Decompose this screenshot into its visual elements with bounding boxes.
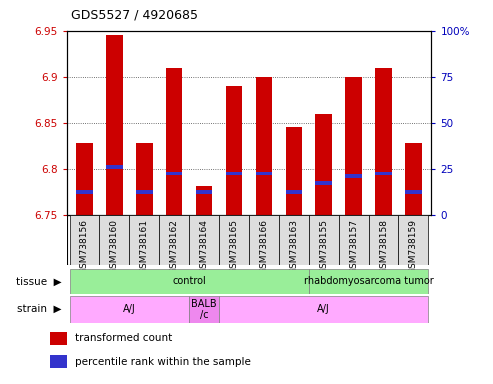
Bar [76,190,93,194]
Text: GSM738158: GSM738158 [379,219,388,274]
Bar [309,215,339,265]
Bar [339,215,369,265]
Bar [249,215,279,265]
Bar [398,215,428,265]
Text: percentile rank within the sample: percentile rank within the sample [75,357,251,367]
Text: tissue  ▶: tissue ▶ [16,276,62,286]
Bar [70,215,100,265]
Bar [256,77,272,215]
Text: GDS5527 / 4920685: GDS5527 / 4920685 [71,8,199,21]
Bar [50,332,67,345]
Bar [70,269,309,294]
Text: strain  ▶: strain ▶ [17,304,62,314]
Bar [346,77,362,215]
Bar [375,68,392,215]
Text: GSM738156: GSM738156 [80,219,89,274]
Text: BALB
/c: BALB /c [191,299,217,319]
Bar [285,190,302,194]
Text: GSM738166: GSM738166 [259,219,268,274]
Bar [279,215,309,265]
Bar [166,172,182,175]
Bar [196,190,212,194]
Text: GSM738159: GSM738159 [409,219,418,274]
Bar [159,215,189,265]
Text: GSM738165: GSM738165 [230,219,239,274]
Text: GSM738164: GSM738164 [200,219,209,274]
Bar [346,174,362,178]
Text: GSM738155: GSM738155 [319,219,328,274]
Text: GSM738162: GSM738162 [170,219,178,274]
Bar [226,172,242,175]
Bar [136,190,152,194]
Bar [50,356,67,368]
Bar [166,68,182,215]
Bar [285,127,302,215]
Bar [106,35,123,215]
Bar [219,215,249,265]
Bar [256,172,272,175]
Text: control: control [172,276,206,286]
Text: GSM738160: GSM738160 [110,219,119,274]
Bar [70,296,189,323]
Bar [129,215,159,265]
Bar [219,296,428,323]
Bar [106,165,123,169]
Text: transformed count: transformed count [75,333,172,343]
Bar [309,269,428,294]
Bar [76,143,93,215]
Text: GSM738157: GSM738157 [349,219,358,274]
Bar [405,143,422,215]
Bar [405,190,422,194]
Bar [226,86,242,215]
Bar [375,172,392,175]
Bar [196,185,212,215]
Text: A/J: A/J [123,304,136,314]
Text: GSM738161: GSM738161 [140,219,149,274]
Text: rhabdomyosarcoma tumor: rhabdomyosarcoma tumor [304,276,433,286]
Bar [316,181,332,185]
Bar [136,143,152,215]
Text: GSM738163: GSM738163 [289,219,298,274]
Bar [100,215,129,265]
Bar [189,215,219,265]
Text: A/J: A/J [317,304,330,314]
Bar [316,114,332,215]
Bar [189,296,219,323]
Bar [369,215,398,265]
